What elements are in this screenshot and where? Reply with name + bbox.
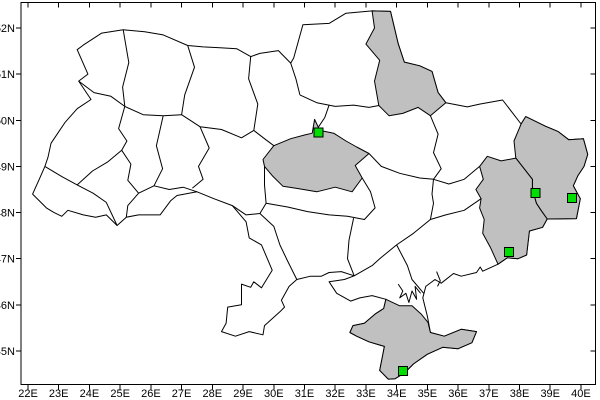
station-marker-1: [313, 127, 324, 138]
oblast-border-7: [253, 130, 275, 147]
station-marker-5: [398, 365, 409, 376]
station-marker-2: [530, 188, 541, 199]
x-tick-label: 23E: [49, 388, 69, 400]
oblast-border-20: [368, 153, 434, 180]
region-donetsk: [475, 155, 548, 265]
y-tick-label: 49N: [0, 161, 15, 173]
oblast-border-19: [317, 104, 330, 128]
y-tick-label: 52N: [0, 23, 15, 35]
x-tick-label: 36E: [448, 388, 468, 400]
oblast-border-14: [153, 115, 164, 187]
y-tick-label: 48N: [0, 208, 15, 220]
region-crimea: [349, 298, 477, 380]
x-tick-label: 37E: [479, 388, 499, 400]
x-tick-label: 22E: [18, 388, 38, 400]
oblast-border-4: [181, 45, 195, 115]
oblast-border-6: [248, 56, 259, 131]
oblast-border-16: [232, 166, 267, 216]
oblast-border-1: [122, 29, 130, 107]
station-marker-4: [504, 247, 515, 258]
oblast-border-30: [397, 283, 421, 303]
oblast-border-10: [44, 165, 118, 226]
y-tick-label: 47N: [0, 254, 15, 266]
oblast-border-29: [396, 244, 425, 294]
x-tick-label: 27E: [172, 388, 192, 400]
oblast-border-24: [259, 213, 298, 280]
oblast-border-13: [138, 185, 198, 194]
x-tick-label: 32E: [325, 388, 345, 400]
x-tick-label: 31E: [295, 388, 315, 400]
x-tick-label: 39E: [540, 388, 560, 400]
oblast-border-31: [436, 271, 441, 287]
oblast-border-26: [430, 198, 482, 220]
oblast-border-8: [118, 106, 128, 151]
oblast-border-12: [125, 192, 139, 218]
x-tick-label: 30E: [264, 388, 284, 400]
y-tick-label: 51N: [0, 69, 15, 81]
x-tick-label: 33E: [356, 388, 376, 400]
region-sumy: [365, 10, 447, 117]
oblast-border-22: [433, 166, 480, 185]
oblast-border-25: [429, 179, 434, 220]
x-tick-label: 40E: [571, 388, 591, 400]
y-tick-label: 46N: [0, 300, 15, 312]
station-marker-3: [567, 192, 578, 203]
x-tick-label: 28E: [203, 388, 223, 400]
y-tick-label: 45N: [0, 346, 15, 358]
oblast-border-11: [121, 150, 139, 194]
oblast-border-17: [290, 62, 301, 96]
oblast-border-3: [124, 105, 182, 117]
oblast-border-28: [347, 217, 355, 276]
x-tick-label: 25E: [110, 388, 130, 400]
oblast-border-27: [353, 219, 431, 277]
oblast-border-15: [192, 126, 210, 189]
oblast-border-5: [181, 114, 255, 139]
oblast-border-9: [76, 149, 123, 186]
x-tick-label: 38E: [510, 388, 530, 400]
oblast-border-18: [299, 94, 379, 108]
oblast-border-21: [429, 115, 442, 180]
region-cherkasy: [262, 118, 370, 193]
y-tick-label: 50N: [0, 115, 15, 127]
axis-box: [20, 2, 596, 385]
oblast-border-23: [266, 177, 376, 220]
x-tick-label: 35E: [418, 388, 438, 400]
x-tick-label: 24E: [80, 388, 100, 400]
x-tick-label: 26E: [141, 388, 161, 400]
oblast-border-2: [78, 80, 126, 107]
x-tick-label: 29E: [233, 388, 253, 400]
x-tick-label: 34E: [387, 388, 407, 400]
